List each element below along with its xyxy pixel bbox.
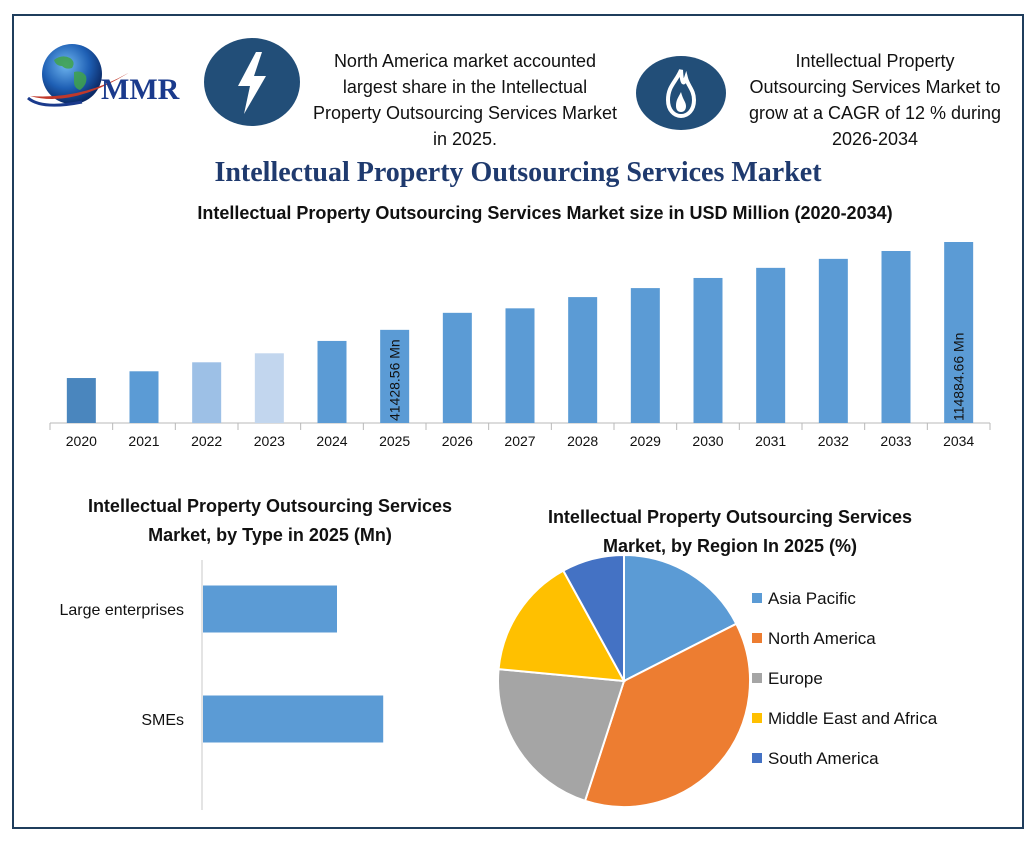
x-tick-label: 2025	[379, 433, 410, 449]
pie-slice-south-america	[561, 553, 625, 682]
bar-2021	[129, 371, 159, 423]
legend-label: Asia Pacific	[768, 589, 856, 608]
pie-slice-north-america	[583, 622, 751, 808]
header-left-line: Property Outsourcing Services Market	[312, 103, 618, 123]
infographic-frame	[12, 14, 1024, 829]
region-pie-chart: Asia Pacific North America Europe Middle Ea…	[497, 553, 938, 808]
x-tick-label: 2032	[818, 433, 849, 449]
bar-2032	[818, 258, 848, 423]
header-left-line: North America market accounted	[333, 51, 597, 71]
pie-slice-asia-pacific	[623, 553, 738, 683]
logo-text: MMR	[101, 73, 180, 106]
bar-2024	[317, 340, 347, 423]
type-chart-title-text: Intellectual Property Outsourcing Servic…	[87, 496, 453, 545]
x-tick-label: 2028	[567, 433, 598, 449]
bar-2029	[630, 288, 660, 423]
main-title: Intellectual Property Outsourcing Servic…	[214, 157, 822, 188]
legend-swatch	[752, 753, 762, 763]
x-tick-label: 2026	[442, 433, 473, 449]
bar-2033	[881, 250, 911, 423]
x-tick-label: 2030	[692, 433, 723, 449]
bar-2023	[254, 353, 284, 423]
x-tick-label: 2033	[880, 433, 911, 449]
x-tick-label: 2024	[316, 433, 347, 449]
legend-swatch	[752, 713, 762, 723]
legend-swatch	[752, 673, 762, 683]
bar-2031	[756, 267, 786, 423]
x-tick-label: 2021	[128, 433, 159, 449]
market-size-bar-chart: 2020 2021 2022 2023 2024 2025 41428.56 Mn 2026 2…	[49, 242, 991, 449]
bar-2034	[944, 242, 974, 423]
bar-2020	[66, 378, 96, 423]
header-left-line: in 2025.	[432, 129, 498, 149]
x-tick-label: 2022	[191, 433, 222, 449]
flame-icon	[665, 69, 697, 119]
legend-swatch	[752, 633, 762, 643]
cagr-text: Intellectual Property Outsourcing Servic…	[730, 48, 1020, 152]
bar-2026	[442, 312, 472, 423]
bar-2030	[693, 277, 723, 423]
header-right-line: Outsourcing Services Market to	[749, 77, 1001, 97]
region-chart-title-text: Intellectual Property Outsourcing Servic…	[547, 507, 913, 556]
x-tick-label: 2020	[66, 433, 97, 449]
header-right-line: 2026-2034	[831, 129, 919, 149]
header-right-line: grow at a CAGR of 12 % during	[748, 103, 1002, 123]
x-tick-label: 2029	[630, 433, 661, 449]
flame-icon-circle	[636, 56, 726, 130]
legend-label: North America	[768, 629, 876, 648]
bar-2025	[380, 329, 410, 423]
pie-slice-europe	[497, 668, 626, 803]
bar-large-enterprises	[203, 585, 337, 633]
type-chart-title: Intellectual Property Outsourcing Servic…	[70, 492, 470, 550]
x-tick-label: 2034	[943, 433, 974, 449]
pie-slice-middle-east-and-africa	[497, 569, 626, 683]
category-label: Large enterprises	[59, 602, 184, 619]
region-chart-title: Intellectual Property Outsourcing Servic…	[520, 503, 940, 561]
globe-icon	[27, 44, 130, 107]
legend-label: South America	[768, 749, 879, 768]
bar-2022	[192, 362, 222, 423]
header-left-line: largest share in the Intellectual	[342, 77, 588, 97]
type-horizontal-bar-chart: Large enterprises SMEs	[59, 560, 384, 810]
bar-smes	[203, 695, 384, 743]
lightning-icon-circle	[204, 38, 300, 126]
bar-2028	[568, 297, 598, 423]
legend-label: Middle East and Africa	[768, 709, 938, 728]
market-size-chart-title: Intellectual Property Outsourcing Servic…	[197, 203, 893, 223]
legend-swatch	[752, 593, 762, 603]
x-tick-label: 2031	[755, 433, 786, 449]
data-label-2034: 114884.66 Mn	[951, 333, 967, 421]
legend-label: Europe	[768, 669, 823, 688]
category-label: SMEs	[141, 712, 184, 729]
header-right-line: Intellectual Property	[795, 51, 955, 71]
data-label-2025: 41428.56 Mn	[387, 339, 403, 421]
x-tick-label: 2023	[254, 433, 285, 449]
x-tick-label: 2027	[504, 433, 535, 449]
north-america-share-text: North America market accounted largest s…	[290, 48, 640, 152]
lightning-icon	[238, 52, 266, 114]
bar-2027	[505, 308, 535, 423]
